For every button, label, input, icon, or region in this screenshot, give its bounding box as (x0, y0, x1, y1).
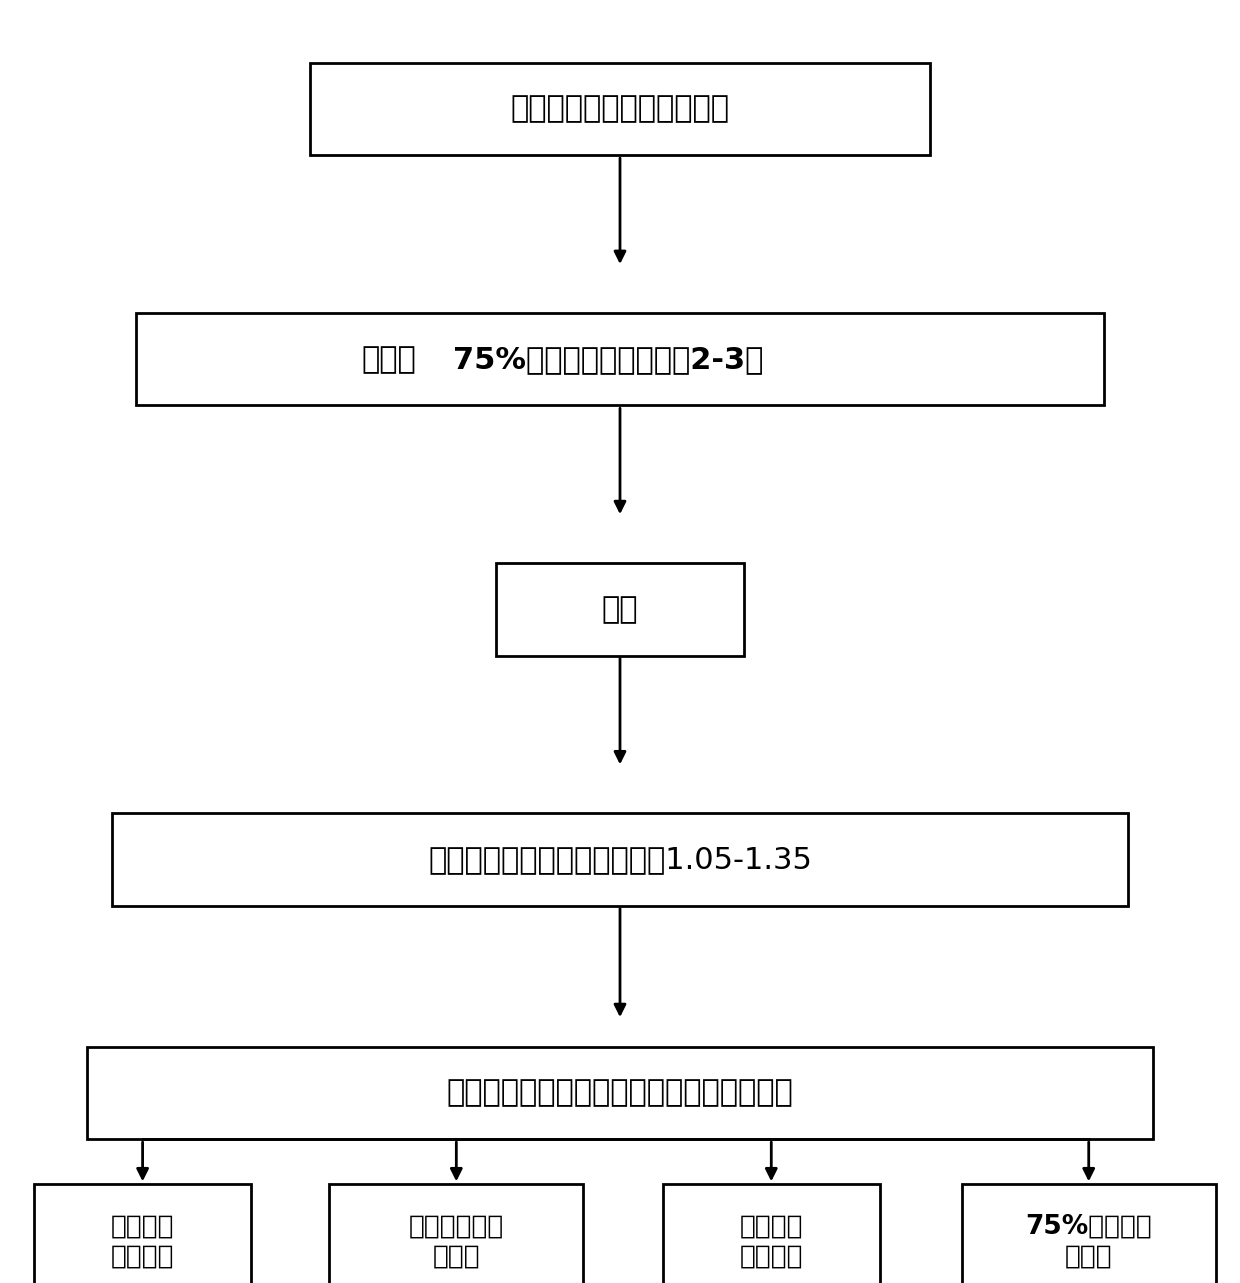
Bar (87, 1047, 1153, 1139)
Text: 75%乙醇部位
提取物: 75%乙醇部位 提取物 (1025, 1214, 1152, 1270)
Bar (662, 1184, 880, 1283)
Text: 萃取：石油醚、乙酸乙酯、正丁醇依次萃取: 萃取：石油醚、乙酸乙酯、正丁醇依次萃取 (446, 1079, 794, 1107)
Text: 75%的乙醇溶液回流提取2-3次: 75%的乙醇溶液回流提取2-3次 (454, 345, 764, 373)
Bar (496, 563, 744, 656)
Text: 粗提：: 粗提： (362, 345, 417, 373)
Text: 前处理：得火麻仁干燥粗粉: 前处理：得火麻仁干燥粗粉 (511, 95, 729, 123)
Bar (112, 813, 1128, 906)
Text: 乙酸乙酯部位
提取物: 乙酸乙酯部位 提取物 (409, 1214, 503, 1270)
Text: 浓缩：减压浓缩至相对密度为1.05-1.35: 浓缩：减压浓缩至相对密度为1.05-1.35 (428, 845, 812, 874)
Bar (35, 1184, 250, 1283)
Bar (330, 1184, 584, 1283)
Text: 过滤: 过滤 (601, 595, 639, 624)
Bar (962, 1184, 1215, 1283)
Text: 正丁醇部
位提取物: 正丁醇部 位提取物 (739, 1214, 804, 1270)
Bar (136, 313, 1104, 405)
Bar (310, 63, 930, 155)
Text: 石油醚部
位提取物: 石油醚部 位提取物 (110, 1214, 175, 1270)
